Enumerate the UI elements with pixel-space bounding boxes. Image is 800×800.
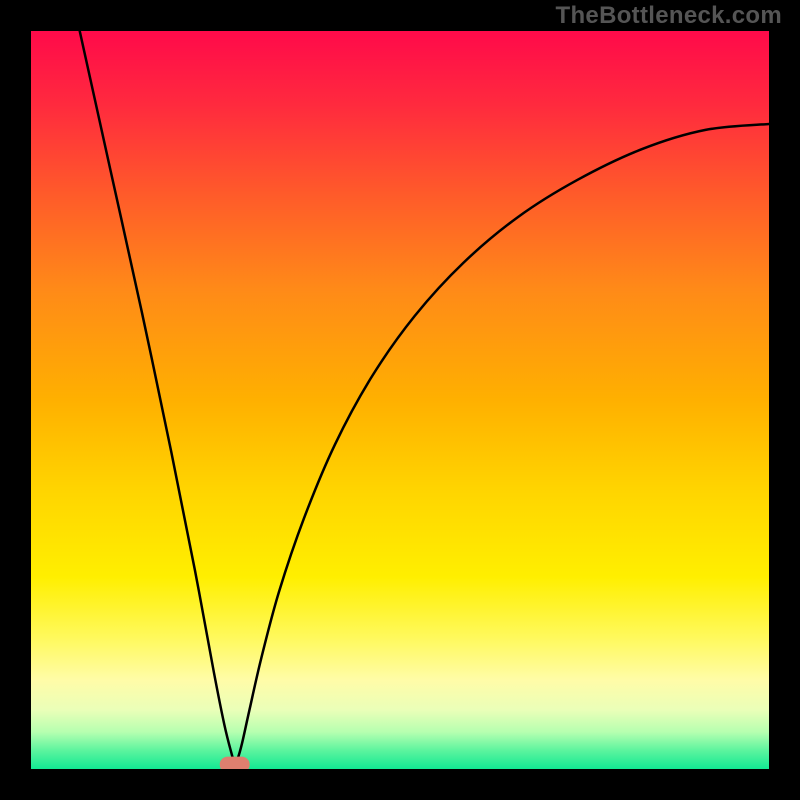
plot-background <box>31 31 769 769</box>
chart-stage: TheBottleneck.com <box>0 0 800 800</box>
chart-svg <box>0 0 800 800</box>
watermark-text: TheBottleneck.com <box>556 2 782 30</box>
